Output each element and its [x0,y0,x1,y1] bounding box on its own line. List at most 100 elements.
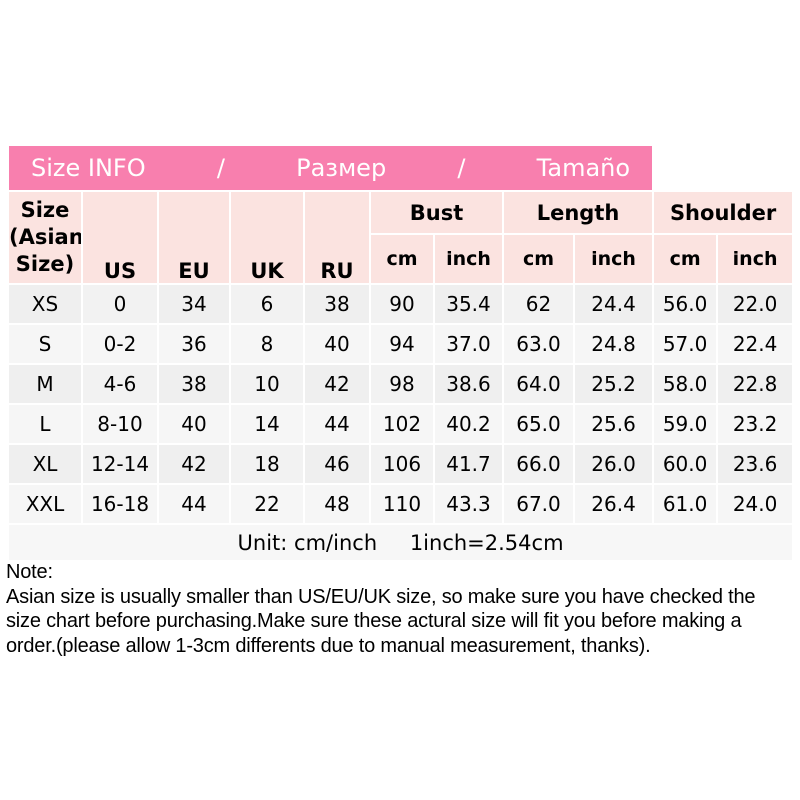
data-cell: 23.6 [716,443,795,485]
data-cell: 22.0 [716,283,795,325]
data-cell: 42 [157,443,231,485]
data-cell: 61.0 [652,483,719,525]
data-cell: 46 [303,443,371,485]
data-cell: 35.4 [433,283,504,325]
size-chart-table: Size INFO / Размер / Tamaño Size (Asian … [6,144,795,562]
data-cell: 4-6 [81,363,159,405]
data-cell: 40 [157,403,231,445]
data-cell: 66.0 [502,443,575,485]
table-row: L 8-10 40 14 44 102 40.2 65.0 25.6 59.0 23.2 [7,403,795,445]
unit-note-right: 1inch=2.54cm [409,530,564,555]
data-cell: 25.6 [572,403,655,445]
banner-row: Size INFO / Размер / Tamaño [6,144,795,192]
data-cell: 36 [157,323,231,365]
data-cell: 90 [369,283,435,325]
data-cell: 43.3 [433,483,504,525]
bust-group-header: Bust [369,190,504,235]
size-cell: XXL [7,483,83,525]
note-line: order.(please allow 1-3cm differents due… [6,634,651,657]
data-cell: 40.2 [433,403,504,445]
ru-column-header: RU [303,190,371,285]
unit-header-row: cm inch cm inch cm inch [8,233,795,285]
banner-blank-cell [652,144,795,192]
data-cell: 44 [157,483,231,525]
data-cell: 22 [229,483,305,525]
data-cell: 56.0 [652,283,719,325]
table-row: XXL 16-18 44 22 48 110 43.3 67.0 26.4 61.0 24.0 [7,483,795,525]
data-cell: 10 [229,363,305,405]
table-row: XL 12-14 42 18 46 106 41.7 66.0 26.0 60.0 23.6 [7,443,795,485]
data-cell: 26.0 [572,443,655,485]
data-cell: 18 [229,443,305,485]
shoulder-cm-header: cm [652,233,719,285]
us-column-header: US [81,190,159,285]
data-cell: 6 [229,283,305,325]
table-row: XS 0 34 6 38 90 35.4 62 24.4 56.0 22.0 [7,283,795,325]
data-cell: 48 [303,483,371,525]
data-cell: 12-14 [81,443,159,485]
unit-footer-row: Unit: cm/inch 1inch=2.54cm [6,523,795,562]
data-cell: 110 [369,483,435,525]
table-row: M 4-6 38 10 42 98 38.6 64.0 25.2 58.0 22.8 [7,363,795,405]
data-cell: 38.6 [433,363,504,405]
data-cell: 60.0 [652,443,719,485]
data-cell: 62 [502,283,575,325]
data-cell: 8 [229,323,305,365]
data-cell: 0 [81,283,159,325]
data-cell: 23.2 [716,403,795,445]
table-row: S 0-2 36 8 40 94 37.0 63.0 24.8 57.0 22.4 [7,323,795,365]
bust-inch-header: inch [433,233,504,285]
size-column-header: Size (Asian Size) [7,190,83,285]
size-cell: XS [7,283,83,325]
data-cell: 44 [303,403,371,445]
length-inch-header: inch [572,233,655,285]
size-cell: L [7,403,83,445]
data-cell: 24.4 [572,283,655,325]
data-cell: 40 [303,323,371,365]
eu-column-header: EU [157,190,231,285]
data-cell: 59.0 [652,403,719,445]
banner-separator: / [216,154,225,182]
data-cell: 41.7 [433,443,504,485]
length-group-header: Length [501,190,655,235]
unit-note-left: Unit: cm/inch [237,530,378,555]
size-header-line: Size) [15,252,75,276]
size-cell: M [7,363,83,405]
shoulder-inch-header: inch [716,233,795,285]
banner-title-es: Tamaño [536,154,631,182]
data-cell: 57.0 [652,323,719,365]
data-cell: 24.8 [572,323,655,365]
banner-title: Size INFO / Размер / Tamaño [10,154,651,182]
data-cell: 16-18 [81,483,159,525]
data-cell: 37.0 [433,323,504,365]
data-cell: 106 [369,443,435,485]
data-cell: 42 [303,363,371,405]
length-cm-header: cm [502,233,575,285]
size-cell: XL [7,443,83,485]
banner-title-ru: Размер [296,154,387,182]
data-cell: 22.8 [716,363,795,405]
note-line: Asian size is usually smaller than US/EU… [6,585,756,608]
data-cell: 67.0 [502,483,575,525]
data-cell: 38 [303,283,371,325]
bust-cm-header: cm [369,233,435,285]
data-cell: 24.0 [716,483,795,525]
data-cell: 98 [369,363,435,405]
group-header-row: Size (Asian Size) US EU UK RU Bust Lengt… [7,190,795,285]
uk-column-header: UK [229,190,305,285]
size-cell: S [7,323,83,365]
banner-title-cell: Size INFO / Размер / Tamaño [6,144,655,192]
data-cell: 64.0 [502,363,575,405]
data-cell: 0-2 [81,323,159,365]
data-cell: 38 [157,363,231,405]
note-section: Note: Asian size is usually smaller than… [6,560,798,658]
data-cell: 65.0 [502,403,575,445]
data-cell: 58.0 [652,363,719,405]
shoulder-group-header: Shoulder [652,190,795,235]
data-cell: 8-10 [81,403,159,445]
data-cell: 22.4 [716,323,795,365]
note-title: Note: [6,561,53,583]
size-table-body: XS 0 34 6 38 90 35.4 62 24.4 56.0 22.0 S 0-2 36 8 40 94 3… [7,283,795,525]
banner-separator: / [457,154,466,182]
